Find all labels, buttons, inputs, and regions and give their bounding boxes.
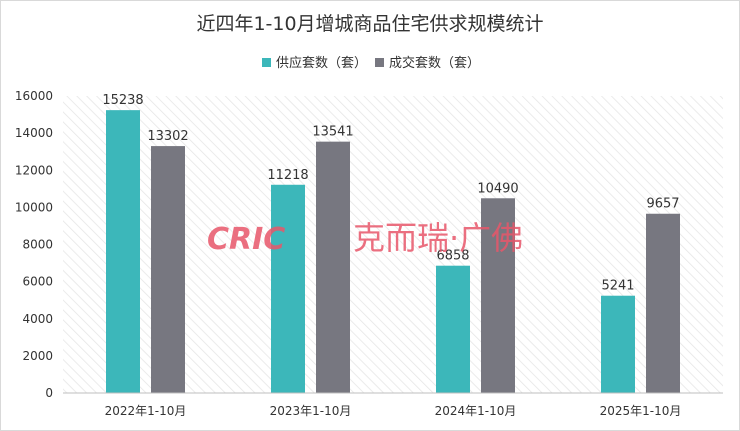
bar-sales-1 bbox=[151, 146, 185, 393]
x-tick-label: 2023年1-10月 bbox=[270, 404, 352, 418]
legend-swatch-1 bbox=[262, 58, 271, 67]
data-label: 10490 bbox=[477, 181, 518, 196]
x-tick-label: 2022年1-10月 bbox=[105, 404, 187, 418]
watermark: CRIC 克而瑞·广佛 bbox=[207, 219, 523, 257]
data-label: 15238 bbox=[102, 93, 143, 108]
y-tick-label: 2000 bbox=[22, 349, 53, 363]
chart-title: 近四年1-10月增城商品住宅供求规模统计 bbox=[196, 13, 543, 35]
x-tick-label: 2025年1-10月 bbox=[600, 404, 682, 418]
y-tick-label: 12000 bbox=[15, 163, 53, 177]
data-label: 11218 bbox=[267, 168, 308, 183]
bar-supply-3 bbox=[436, 266, 470, 393]
data-label: 13541 bbox=[312, 125, 353, 140]
y-tick-label: 10000 bbox=[15, 200, 53, 214]
data-label: 5241 bbox=[601, 279, 634, 294]
data-label: 9657 bbox=[646, 197, 679, 212]
y-tick-label: 8000 bbox=[22, 238, 53, 252]
x-tick-label: 2024年1-10月 bbox=[435, 404, 517, 418]
y-tick-label: 4000 bbox=[22, 312, 53, 326]
y-tick-label: 14000 bbox=[15, 126, 53, 140]
bar-supply-4 bbox=[601, 296, 635, 393]
y-axis: 0 2000 4000 6000 8000 10000 12000 14000 16000 bbox=[15, 89, 53, 400]
legend: 供应套数（套） 成交套数（套） bbox=[262, 55, 480, 71]
bar-sales-2 bbox=[316, 142, 350, 393]
x-axis: 2022年1-10月 2023年1-10月 2024年1-10月 2025年1-10月 bbox=[105, 404, 682, 418]
bar-sales-4 bbox=[646, 214, 680, 393]
data-label: 13302 bbox=[147, 129, 188, 144]
y-tick-label: 6000 bbox=[22, 275, 53, 289]
bar-supply-1 bbox=[106, 110, 140, 393]
bar-supply-2 bbox=[271, 185, 305, 393]
watermark-brand-logo: CRIC bbox=[207, 222, 285, 257]
legend-label-2: 成交套数（套） bbox=[389, 55, 480, 71]
legend-label-1: 供应套数（套） bbox=[276, 55, 367, 71]
watermark-text: 克而瑞·广佛 bbox=[353, 219, 523, 257]
y-tick-label: 16000 bbox=[15, 89, 53, 103]
legend-swatch-2 bbox=[375, 58, 384, 67]
y-tick-label: 0 bbox=[45, 386, 53, 400]
